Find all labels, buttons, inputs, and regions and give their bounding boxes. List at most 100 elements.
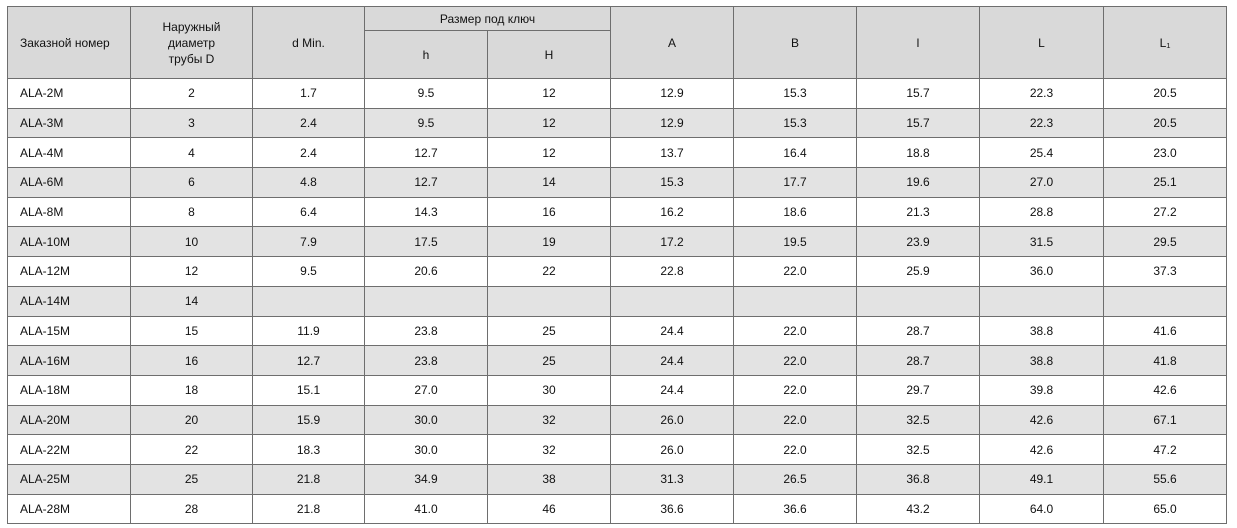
table-cell: ALA-15M	[7, 315, 131, 347]
table-cell: 38.8	[979, 315, 1105, 347]
table-cell: 13.7	[610, 137, 735, 169]
table-cell: ALA-12M	[7, 256, 131, 287]
table-cell: 7.9	[252, 226, 365, 258]
table-cell: 22.0	[733, 404, 858, 436]
header-text: Наружный диаметр трубы D	[162, 19, 221, 66]
header-cell: d Min.	[252, 6, 365, 79]
table-cell: 18.8	[856, 137, 981, 169]
table-cell: 15.7	[856, 78, 981, 109]
table-cell: 24.4	[610, 374, 735, 406]
table-cell: 12.9	[610, 107, 735, 139]
table-cell: 22.0	[733, 434, 858, 465]
table-cell: 27.0	[364, 374, 488, 406]
table-cell: 12	[486, 78, 612, 109]
table-cell: 28	[130, 493, 253, 525]
table-cell: ALA-25M	[7, 463, 131, 495]
header-group: Размер под ключ	[363, 6, 612, 31]
table-cell: ALA-14M	[7, 285, 131, 317]
table-cell: 32	[486, 434, 612, 465]
table-row: ALA-10M 10 7.9 17.5 19 17.2 19.5 23.9 31.5 29.5	[7, 226, 1228, 258]
header-row: h H	[8, 30, 1227, 79]
table-cell: 55.6	[1103, 463, 1228, 495]
table-row: ALA-18M 18 15.1 27.0 30 24.4 22.0 29.7 39.8 42.6	[7, 374, 1228, 406]
table-cell: 12.7	[364, 137, 488, 169]
table-cell: 22	[130, 434, 253, 465]
table-cell: ALA-18M	[7, 374, 131, 406]
table-cell: ALA-8M	[7, 196, 131, 228]
table-cell: ALA-20M	[7, 404, 131, 436]
table-cell: 36.8	[856, 463, 981, 495]
table-cell: 16.4	[733, 137, 858, 169]
table-cell: 41.8	[1103, 345, 1228, 376]
table-cell: 23.8	[364, 345, 488, 376]
table-cell: 24.4	[610, 315, 735, 347]
table-row: ALA-2M 2 1.7 9.5 12 12.9 15.3 15.7 22.3 20.5	[7, 78, 1228, 109]
table-cell: 23.0	[1103, 137, 1228, 169]
table-row: ALA-28M 28 21.8 41.0 46 36.6 36.6 43.2 64.0 65.0	[7, 493, 1228, 525]
table-cell: 10	[130, 226, 253, 258]
table-cell: 42.6	[979, 434, 1105, 465]
table-cell: 1.7	[252, 78, 365, 109]
header-cell: L	[979, 6, 1105, 79]
table-cell: 32.5	[856, 434, 981, 465]
table-cell: 15.3	[733, 78, 858, 109]
table-cell: 32	[486, 404, 612, 436]
table-cell: 12	[486, 137, 612, 169]
table-cell: 18	[130, 374, 253, 406]
table-cell: 42.6	[1103, 374, 1228, 406]
table-cell: 43.2	[856, 493, 981, 525]
table-cell: 14	[130, 285, 253, 317]
table-cell: 12.9	[610, 78, 735, 109]
table-cell: ALA-4M	[7, 137, 131, 169]
table-cell	[856, 285, 981, 317]
table-row: ALA-14M 14	[7, 285, 1228, 317]
table-cell: 28.8	[979, 196, 1105, 228]
table-cell: 46	[486, 493, 612, 525]
table-cell: 27.0	[979, 167, 1105, 198]
table-cell: 25.9	[856, 256, 981, 287]
table-cell: 11.9	[252, 315, 365, 347]
table-cell: 25	[486, 345, 612, 376]
header-sub: H	[486, 30, 612, 79]
table-cell: 9.5	[252, 256, 365, 287]
table-cell: 25	[130, 463, 253, 495]
table-cell	[1103, 285, 1228, 317]
table-cell: 18.3	[252, 434, 365, 465]
table-cell: 49.1	[979, 463, 1105, 495]
table-cell: 22.3	[979, 107, 1105, 139]
header-cell: B	[733, 6, 858, 79]
table-cell	[252, 285, 365, 317]
table-cell: 3	[130, 107, 253, 139]
table-cell: 4	[130, 137, 253, 169]
table-cell: 37.3	[1103, 256, 1228, 287]
table-cell: 24.4	[610, 345, 735, 376]
table-cell: 22.0	[733, 315, 858, 347]
table-cell	[364, 285, 488, 317]
header-row: Заказной номер Наружный диаметр трубы D …	[7, 6, 1228, 79]
table-cell: 39.8	[979, 374, 1105, 406]
table-cell: ALA-3M	[7, 107, 131, 139]
table-cell: 15.3	[733, 107, 858, 139]
header-sub: h	[364, 30, 488, 79]
table-cell: 16.2	[610, 196, 735, 228]
table-cell: 20.5	[1103, 78, 1228, 109]
header-cell: L₁	[1103, 6, 1228, 79]
table-cell: 15.3	[610, 167, 735, 198]
table-cell: 28.7	[856, 315, 981, 347]
table-cell: 38	[486, 463, 612, 495]
table-row: ALA-20M 20 15.9 30.0 32 26.0 22.0 32.5 42.6 67.1	[7, 404, 1228, 436]
table-cell: 18.6	[733, 196, 858, 228]
table-row: ALA-25M 25 21.8 34.9 38 31.3 26.5 36.8 49.1 55.6	[7, 463, 1228, 495]
table-cell: ALA-6M	[7, 167, 131, 198]
table-row: ALA-3M 3 2.4 9.5 12 12.9 15.3 15.7 22.3 20.5	[7, 107, 1228, 139]
table-cell: 4.8	[252, 167, 365, 198]
table-row: ALA-12M 12 9.5 20.6 22 22.8 22.0 25.9 36.0 37.3	[7, 256, 1228, 287]
table-cell: 30.0	[364, 434, 488, 465]
table-cell: 15.9	[252, 404, 365, 436]
header-cell: l	[856, 6, 981, 79]
table-cell: 23.9	[856, 226, 981, 258]
table-cell: 29.5	[1103, 226, 1228, 258]
header-cell: Заказной номер	[7, 6, 131, 79]
table-cell: 25	[486, 315, 612, 347]
